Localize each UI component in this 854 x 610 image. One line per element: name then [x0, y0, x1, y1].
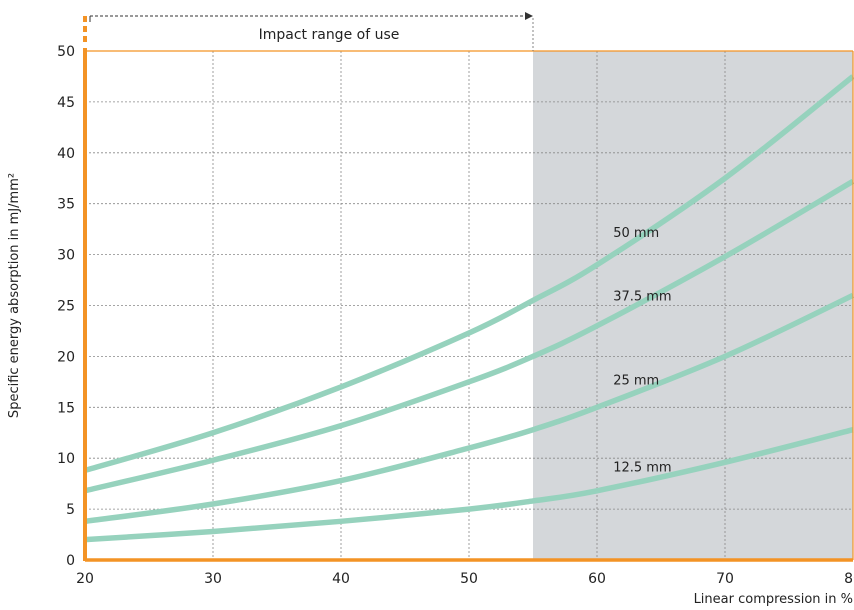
x-tick-label-30: 30 — [204, 571, 222, 587]
series-line-50-mm — [84, 74, 854, 474]
series-line-25-mm — [84, 292, 854, 525]
series-line-37-5-mm — [84, 178, 854, 494]
impact-range-label: Impact range of use — [259, 27, 400, 43]
y-tick-label-45: 45 — [57, 95, 75, 111]
y-tick-label-25: 25 — [57, 299, 75, 315]
y-tick-label-30: 30 — [57, 248, 75, 264]
series-lines — [84, 74, 854, 543]
series-label-37-5-mm: 37.5 mm — [613, 289, 671, 304]
y-tick-label-40: 40 — [57, 146, 75, 162]
series-label-12-5-mm: 12.5 mm — [613, 461, 671, 476]
x-tick-label-50: 50 — [460, 571, 478, 587]
impact-range-arrow — [525, 12, 533, 20]
tick-labels: 0 5 10 15 20 25 30 35 40 45 50 20 30 40 50 60 70 80 — [57, 44, 854, 587]
series-label-25-mm: 25 mm — [613, 374, 659, 389]
axes — [83, 16, 854, 562]
x-tick-label-40: 40 — [332, 571, 350, 587]
y-tick-label-10: 10 — [57, 451, 75, 467]
y-tick-label-0: 0 — [66, 553, 75, 569]
x-tick-label-70: 70 — [716, 571, 734, 587]
y-tick-label-15: 15 — [57, 400, 75, 416]
series-line-12-5-mm — [84, 427, 854, 543]
x-axis-title: Linear compression in % — [694, 592, 853, 607]
y-axis-title: Specific energy absorption in mJ/mm² — [7, 173, 22, 418]
x-tick-label-20: 20 — [76, 571, 94, 587]
impact-range: Impact range of use — [89, 12, 534, 51]
series-label-50-mm: 50 mm — [613, 226, 659, 241]
y-tick-label-50: 50 — [57, 44, 75, 60]
x-tick-label-60: 60 — [588, 571, 606, 587]
y-tick-label-5: 5 — [66, 502, 75, 518]
y-tick-label-20: 20 — [57, 349, 75, 365]
y-tick-label-35: 35 — [57, 197, 75, 213]
x-tick-label-80: 80 — [844, 571, 854, 587]
series-labels: 50 mm 37.5 mm 25 mm 12.5 mm — [613, 226, 671, 476]
